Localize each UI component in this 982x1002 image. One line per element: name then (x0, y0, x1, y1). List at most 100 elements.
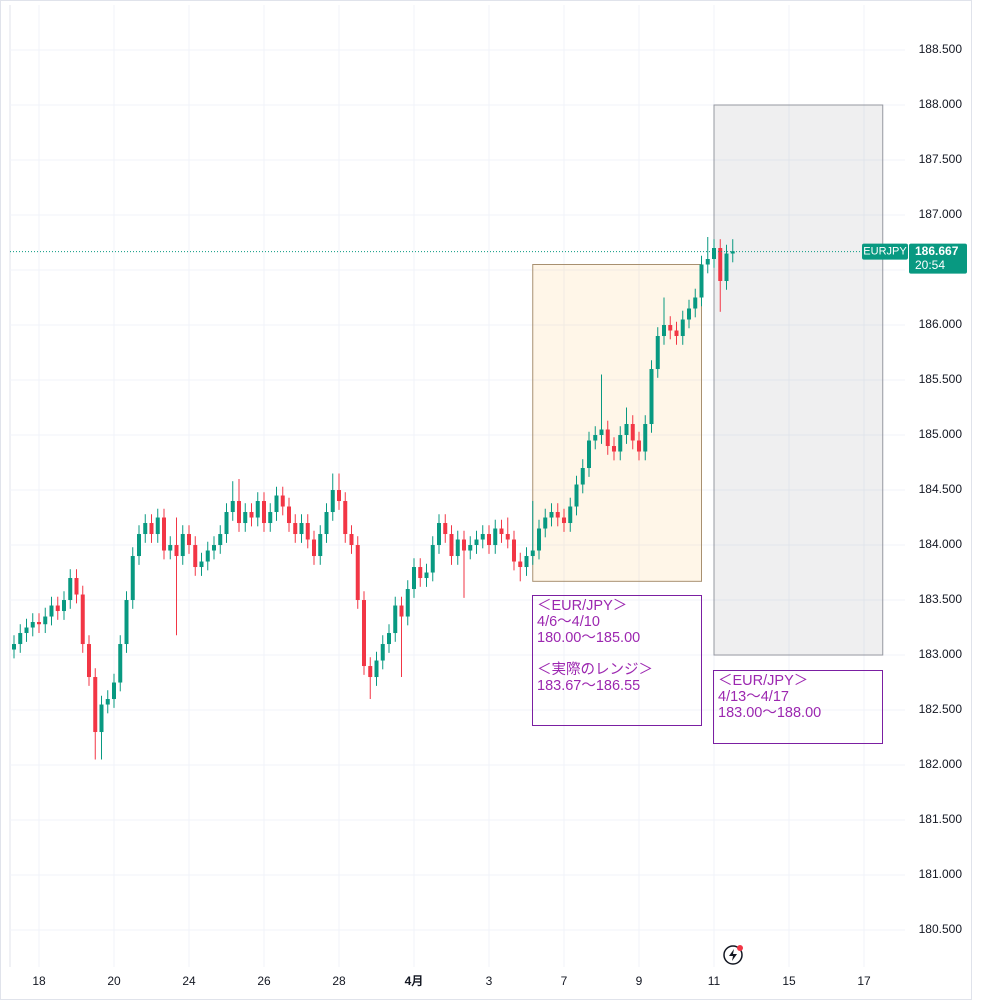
x-tick-label: 24 (182, 974, 196, 988)
candle-body (99, 704, 104, 733)
symbol-label: EURJPY (863, 246, 907, 258)
candle-body (712, 248, 716, 260)
candle-body (693, 297, 698, 309)
note-box: ＜EUR/JPY＞ 4/13〜4/17 183.00〜188.00 (713, 670, 883, 744)
candle-body (299, 523, 304, 535)
candle-body (280, 495, 285, 507)
y-tick-label: 180.500 (919, 922, 963, 936)
candle-body (349, 534, 354, 546)
note-group: ＜実際のレンジ＞ 183.67〜186.55 (537, 662, 697, 694)
x-tick-label: 15 (782, 974, 796, 988)
candle-body (174, 545, 179, 557)
note-line: 183.00〜188.00 (718, 705, 822, 721)
candle-body (212, 545, 216, 551)
note-line: 183.67〜186.55 (537, 678, 641, 694)
candle-body (337, 490, 341, 502)
candle-body (218, 534, 223, 546)
candle-body (705, 259, 710, 265)
candle-body (249, 512, 254, 518)
candle-body (355, 545, 360, 601)
candle-body (130, 556, 135, 601)
note-line: ＜EUR/JPY＞ (537, 598, 628, 614)
candle-body (562, 517, 566, 524)
candle-body (137, 534, 141, 557)
candle-body (612, 446, 616, 452)
candle-body (55, 605, 60, 612)
candle-body (230, 501, 235, 513)
x-tick-label: 4月 (405, 974, 424, 988)
candle-body (293, 523, 298, 535)
candle-body (643, 424, 648, 452)
candle-body (274, 495, 279, 513)
countdown-label: 20:54 (915, 258, 945, 272)
candle-body (443, 523, 448, 535)
y-tick-label: 187.000 (919, 207, 963, 221)
candle-body (580, 468, 585, 485)
candle-body (674, 330, 679, 337)
candle-body (662, 325, 666, 337)
candle-body (118, 644, 123, 683)
candle-body (255, 501, 260, 518)
candle-body (393, 605, 398, 634)
note-line: ＜実際のレンジ＞ (537, 662, 653, 678)
note-line: ＜EUR/JPY＞ (718, 673, 809, 689)
x-tick-label: 17 (857, 974, 871, 988)
y-tick-label: 184.500 (919, 482, 963, 496)
candle-body (324, 512, 329, 535)
candle-body (112, 682, 116, 700)
note-line: 4/6〜4/10 (537, 614, 600, 630)
candle-body (37, 622, 41, 625)
candle-body (124, 600, 129, 645)
candle-body (368, 666, 373, 678)
y-tick-label: 184.000 (919, 537, 963, 551)
candle-body (362, 600, 366, 667)
y-tick-label: 182.500 (919, 702, 963, 716)
note-group: ＜EUR/JPY＞ 4/13〜4/17 183.00〜188.00 (718, 673, 878, 721)
note-box: ＜EUR/JPY＞ 4/6〜4/10 180.00〜185.00 ＜実際のレンジ＞ 18… (532, 595, 702, 726)
candle-body (87, 644, 91, 678)
candle-body (268, 512, 273, 524)
candle-body (30, 622, 35, 628)
y-tick-label: 183.500 (919, 592, 963, 606)
x-tick-label: 3 (486, 974, 493, 988)
candle-body (418, 567, 423, 579)
candle-body (237, 501, 241, 524)
x-tick-label: 11 (708, 974, 721, 988)
candle-body (105, 699, 110, 705)
candle-body (62, 600, 66, 612)
candle-body (618, 435, 623, 452)
candle-body (68, 578, 73, 601)
candle-body (405, 589, 410, 617)
candle-body (480, 534, 485, 540)
candle-body (399, 605, 404, 617)
range-box (532, 264, 702, 582)
grid (10, 5, 905, 967)
y-tick-label: 187.500 (919, 152, 963, 166)
candle-body (524, 556, 529, 568)
candle-body (637, 440, 641, 452)
candle-body (312, 539, 316, 557)
candle-body (162, 517, 166, 551)
candle-body (699, 264, 704, 298)
candle-body (80, 594, 85, 645)
note-line: 4/13〜4/17 (718, 689, 789, 705)
candle-body (574, 484, 579, 507)
candle-body (680, 319, 685, 337)
price-label: 186.667 (915, 244, 959, 258)
note-group: ＜EUR/JPY＞ 4/6〜4/10 180.00〜185.00 (537, 598, 697, 646)
candle-body (287, 506, 291, 524)
candle-body (49, 605, 54, 617)
candle-body (74, 578, 79, 595)
candle-body (543, 517, 548, 529)
candle-body (668, 325, 673, 331)
candle-body (187, 534, 191, 546)
candle-body (630, 424, 635, 441)
candle-body (512, 539, 516, 562)
candle-body (262, 501, 266, 524)
candle-body (655, 336, 660, 370)
x-tick-label: 20 (107, 974, 121, 988)
note-line: 180.00〜185.00 (537, 630, 641, 646)
candle-body (305, 523, 310, 540)
